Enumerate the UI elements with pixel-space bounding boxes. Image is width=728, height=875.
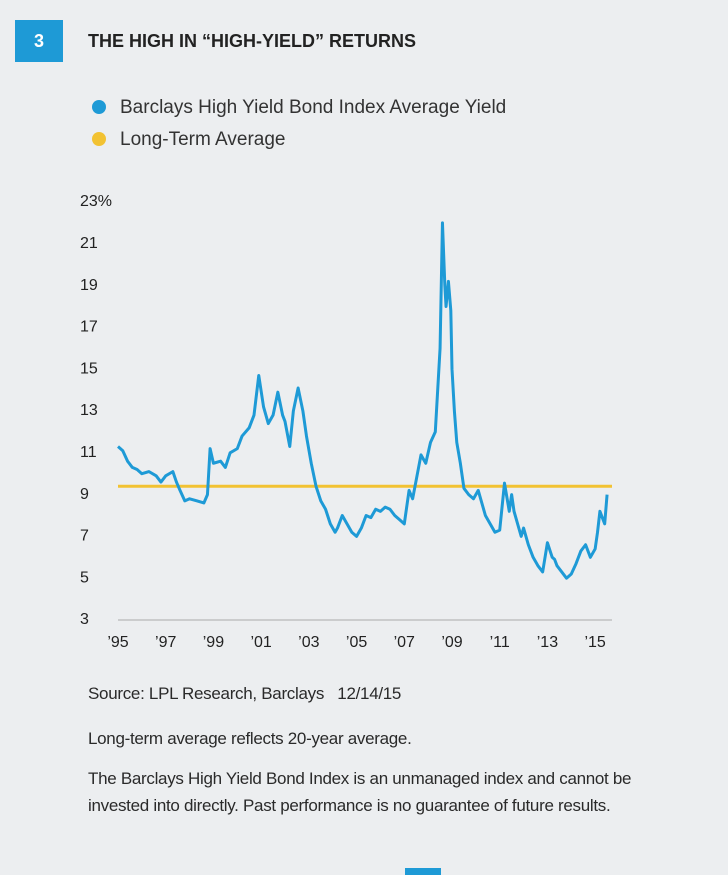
y-tick-label: 11 <box>80 444 97 461</box>
y-tick-label: 21 <box>80 235 98 252</box>
y-tick-label: 17 <box>80 319 98 336</box>
legend-label: Long-Term Average <box>120 129 285 150</box>
x-tick-label: ’05 <box>346 634 367 651</box>
x-tick-label: ’11 <box>490 634 510 651</box>
x-tick-label: ’99 <box>203 634 224 651</box>
y-tick-label: 13 <box>80 402 98 419</box>
source-note: Source: LPL Research, Barclays 12/14/15 <box>88 684 402 703</box>
data-line <box>117 221 609 580</box>
y-tick-label: 19 <box>80 277 98 294</box>
y-tick-label: 15 <box>80 360 98 377</box>
x-tick-label: ’97 <box>155 634 176 651</box>
x-tick-label: ’01 <box>250 634 271 651</box>
note: Long-term average reflects 20-year avera… <box>88 729 412 748</box>
x-tick-label: ’95 <box>107 634 128 651</box>
x-tick-label: ’03 <box>298 634 319 651</box>
legend-label: Barclays High Yield Bond Index Average Y… <box>120 97 506 118</box>
decor-bar <box>405 868 441 875</box>
badge-number: 3 <box>34 31 44 51</box>
legend-swatch <box>92 132 106 146</box>
chart-title: THE HIGH IN “HIGH-YIELD” RETURNS <box>88 31 416 51</box>
y-tick-label: 9 <box>80 486 89 503</box>
disclaimer: The Barclays High Yield Bond Index is an… <box>88 769 636 815</box>
x-tick-label: ’15 <box>584 634 605 651</box>
y-tick-label: 7 <box>80 528 89 545</box>
y-tick-label: 23% <box>80 193 112 210</box>
x-tick-label: ’09 <box>441 634 462 651</box>
y-tick-label: 3 <box>80 611 89 628</box>
x-tick-label: ’13 <box>537 634 558 651</box>
badge-box <box>15 20 63 62</box>
x-tick-label: ’07 <box>394 634 415 651</box>
legend-swatch <box>92 100 106 114</box>
y-tick-label: 5 <box>80 569 89 586</box>
